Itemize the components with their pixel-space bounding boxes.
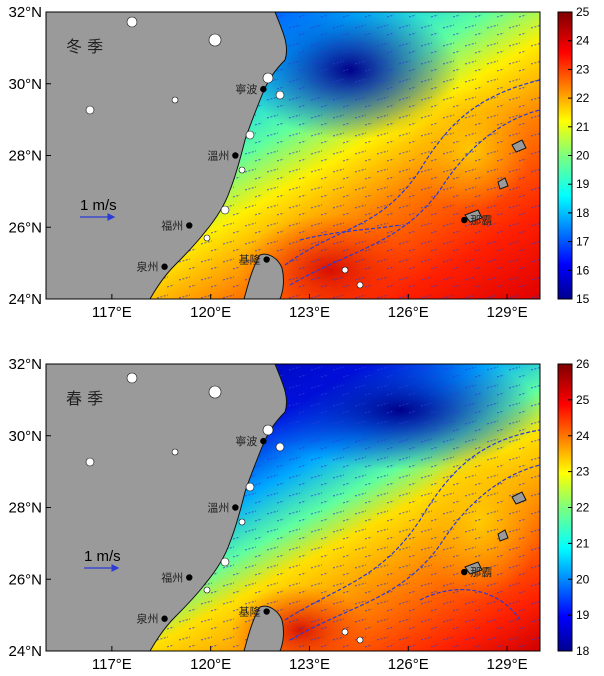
season-label: 春 季	[66, 389, 103, 408]
city-label: 溫州	[207, 501, 229, 515]
colorbar-tick-label: 24	[576, 429, 590, 443]
lat-tick-label: 26°N	[8, 571, 42, 588]
velocity-scale: 1 m/s	[80, 197, 117, 221]
colorbar-tick-label: 25	[576, 5, 590, 19]
city-dot	[186, 222, 193, 229]
city-label: 寧波	[235, 434, 257, 448]
city-dot	[232, 504, 239, 511]
lat-tick-label: 24°N	[8, 643, 42, 660]
city-label: 那霸	[470, 566, 492, 579]
lat-tick-label: 24°N	[8, 291, 42, 308]
temperature-colorbar: 25 24 23 22 21 20 19 18 17 16 15	[557, 5, 590, 306]
city-label: 寧波	[235, 82, 257, 96]
colorbar-tick-label: 21	[576, 120, 590, 134]
colorbar-tick-label: 24	[576, 34, 590, 48]
city-dot	[161, 263, 168, 270]
china-landmass	[46, 364, 288, 651]
city-dot	[260, 437, 267, 445]
city-dot	[461, 216, 468, 224]
lat-tick-label: 30°N	[8, 76, 42, 93]
lat-tick-label: 32°N	[8, 356, 42, 373]
lat-tick-label: 28°N	[8, 500, 42, 517]
lon-tick-label: 117°E	[92, 304, 132, 321]
colorbar-tick-label: 15	[576, 292, 590, 306]
colorbar-tick-label: 16	[576, 263, 590, 277]
colorbar-tick-label: 25	[576, 393, 590, 407]
city-dot	[232, 152, 239, 159]
lon-tick-label: 120°E	[190, 304, 231, 321]
colorbar-tick-label: 22	[576, 91, 590, 105]
colorbar-tick-label: 18	[576, 206, 590, 220]
china-landmass	[46, 12, 288, 299]
scale-label: 1 m/s	[84, 548, 121, 565]
city-dot	[263, 256, 270, 263]
colorbar-tick-label: 19	[576, 608, 590, 622]
lat-tick-label: 32°N	[8, 4, 42, 21]
colorbar-tick-label: 22	[576, 501, 590, 515]
spring-sst-field	[46, 364, 540, 651]
longitude-axis: 117°E 120°E 123°E 126°E 129°E	[92, 294, 528, 321]
city-label: 溫州	[207, 149, 229, 163]
lon-tick-label: 126°E	[388, 656, 429, 673]
temperature-colorbar: 26 25 24 23 22 21 20 19 18	[557, 357, 590, 658]
city-label: 泉州	[137, 260, 159, 274]
lon-tick-label: 129°E	[487, 656, 528, 673]
colorbar-tick-label: 23	[576, 62, 590, 76]
city-dot	[161, 615, 168, 622]
colorbar-tick-label: 17	[576, 235, 590, 249]
taiwan-island	[243, 253, 284, 299]
latitude-axis: 24°N 26°N 28°N 30°N 32°N	[8, 4, 51, 308]
city-label: 基隆	[239, 253, 261, 267]
longitude-axis: 117°E 120°E 123°E 126°E 129°E	[92, 646, 528, 673]
taiwan-island	[243, 605, 284, 651]
lon-tick-label: 120°E	[190, 656, 231, 673]
colorbar-tick-label: 21	[576, 536, 590, 550]
colorbar-tick-label: 26	[576, 357, 590, 371]
lat-tick-label: 30°N	[8, 428, 42, 445]
colorbar-tick-label: 20	[576, 572, 590, 586]
lon-tick-label: 117°E	[92, 656, 132, 673]
colorbar-tick-label: 18	[576, 644, 590, 658]
colorbar-tick-label: 23	[576, 465, 590, 479]
city-label: 福州	[161, 570, 183, 584]
city-dot	[260, 85, 267, 93]
latitude-axis: 24°N 26°N 28°N 30°N 32°N	[8, 356, 51, 660]
winter-sst-field	[46, 12, 540, 299]
city-label: 泉州	[137, 612, 159, 626]
city-dot	[461, 568, 468, 576]
lat-tick-label: 28°N	[8, 148, 42, 165]
lon-tick-label: 123°E	[289, 304, 330, 321]
lon-tick-label: 129°E	[487, 304, 528, 321]
city-label: 那霸	[470, 214, 492, 227]
colorbar-tick-label: 20	[576, 149, 590, 163]
season-label: 冬 季	[66, 37, 103, 56]
city-dot	[263, 608, 270, 615]
colorbar-tick-label: 19	[576, 177, 590, 191]
lon-tick-label: 126°E	[388, 304, 429, 321]
scale-label: 1 m/s	[80, 197, 117, 214]
lat-tick-label: 26°N	[8, 219, 42, 236]
city-label: 福州	[161, 218, 183, 232]
velocity-scale: 1 m/s	[84, 548, 121, 572]
city-label: 基隆	[239, 605, 261, 619]
city-dot	[186, 574, 193, 581]
lon-tick-label: 123°E	[289, 656, 330, 673]
